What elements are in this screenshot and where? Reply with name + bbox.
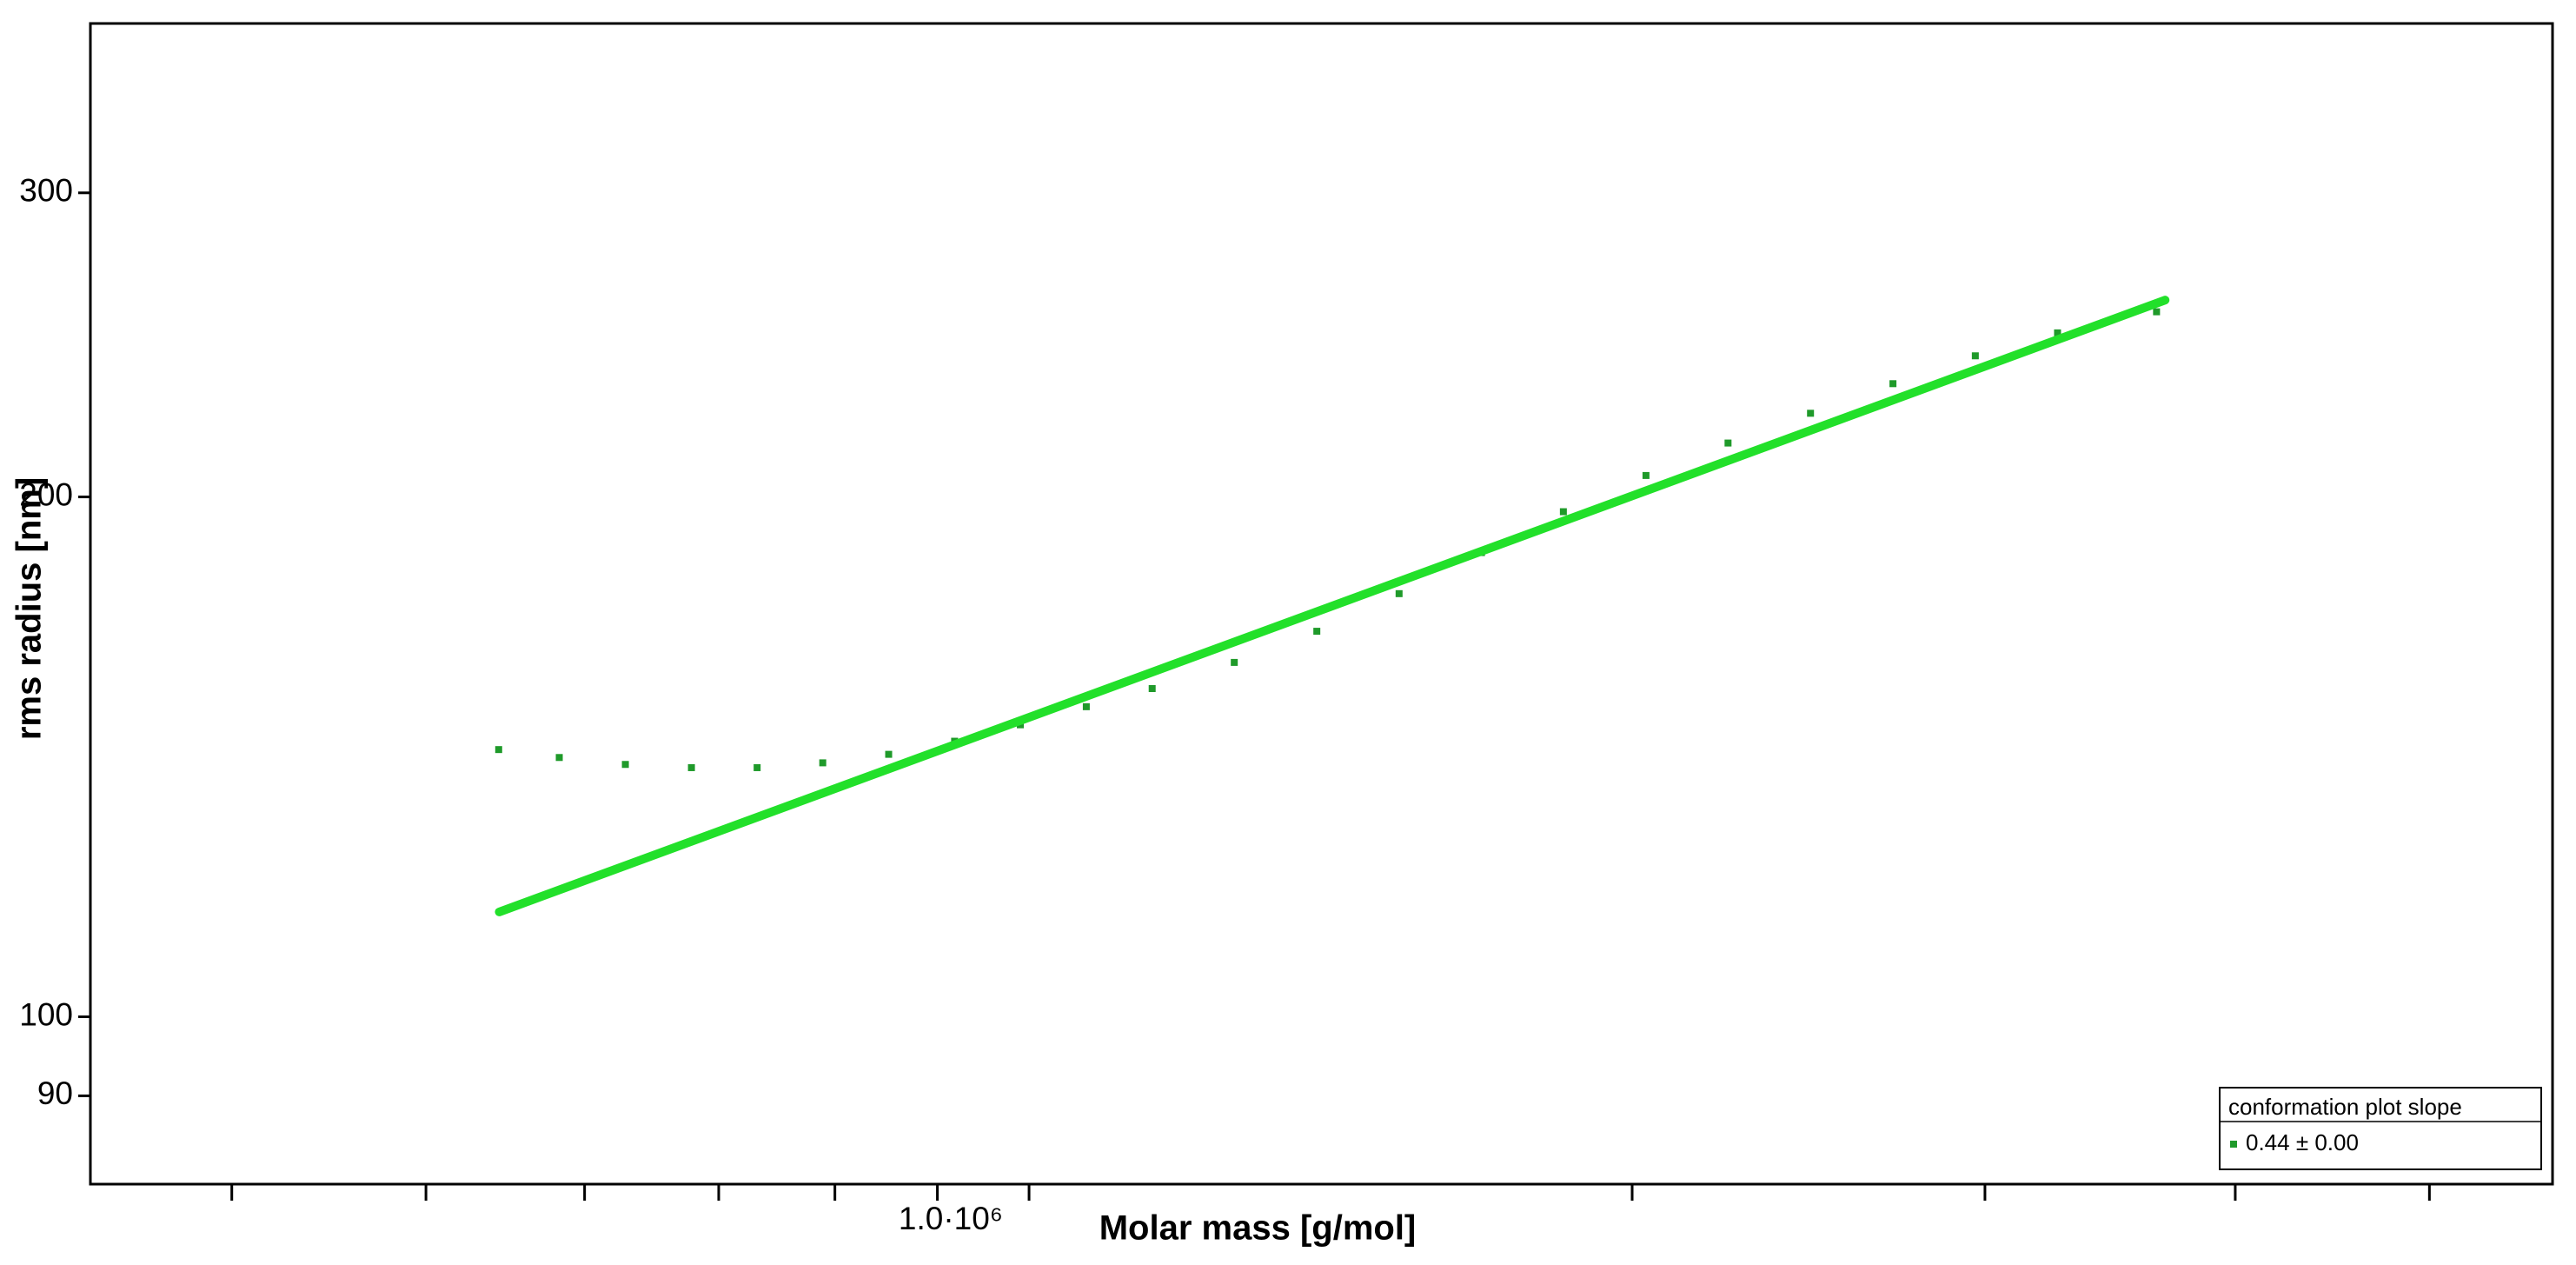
legend-label: 0.44 ± 0.00 <box>2246 1129 2359 1155</box>
legend-marker <box>2230 1141 2237 1148</box>
data-point <box>1082 702 1090 710</box>
data-point <box>1395 589 1403 597</box>
y-tick-label: 200 <box>19 476 73 512</box>
data-point <box>495 746 502 754</box>
plot-frame <box>89 22 2554 1186</box>
data-point <box>1231 658 1238 666</box>
data-point <box>1148 685 1156 693</box>
data-point <box>885 750 893 758</box>
data-point <box>754 763 761 771</box>
legend-box <box>2219 1087 2542 1170</box>
data-point <box>555 754 563 762</box>
data-point <box>2153 308 2161 316</box>
x-axis-title: Molar mass [g/mol] <box>1099 1209 1417 1248</box>
fit-line <box>495 296 2170 916</box>
data-point <box>1889 380 1897 388</box>
legend-title: conformation plot slope <box>2228 1094 2462 1120</box>
data-point <box>1313 628 1321 636</box>
data-point <box>1724 439 1732 447</box>
x-tick-label: 1.0·10⁶ <box>899 1201 1003 1236</box>
data-point <box>687 763 695 771</box>
data-point <box>1559 508 1567 516</box>
y-tick-label: 300 <box>19 173 73 209</box>
y-tick-label: 90 <box>37 1075 73 1111</box>
y-tick-label: 100 <box>19 996 73 1032</box>
data-point <box>621 761 629 769</box>
data-point <box>1807 409 1815 417</box>
y-axis-title: rms radius [nm] <box>10 477 49 740</box>
data-point <box>819 759 827 767</box>
data-point <box>2054 329 2061 336</box>
data-point <box>1971 352 1979 360</box>
data-point <box>1642 471 1650 479</box>
